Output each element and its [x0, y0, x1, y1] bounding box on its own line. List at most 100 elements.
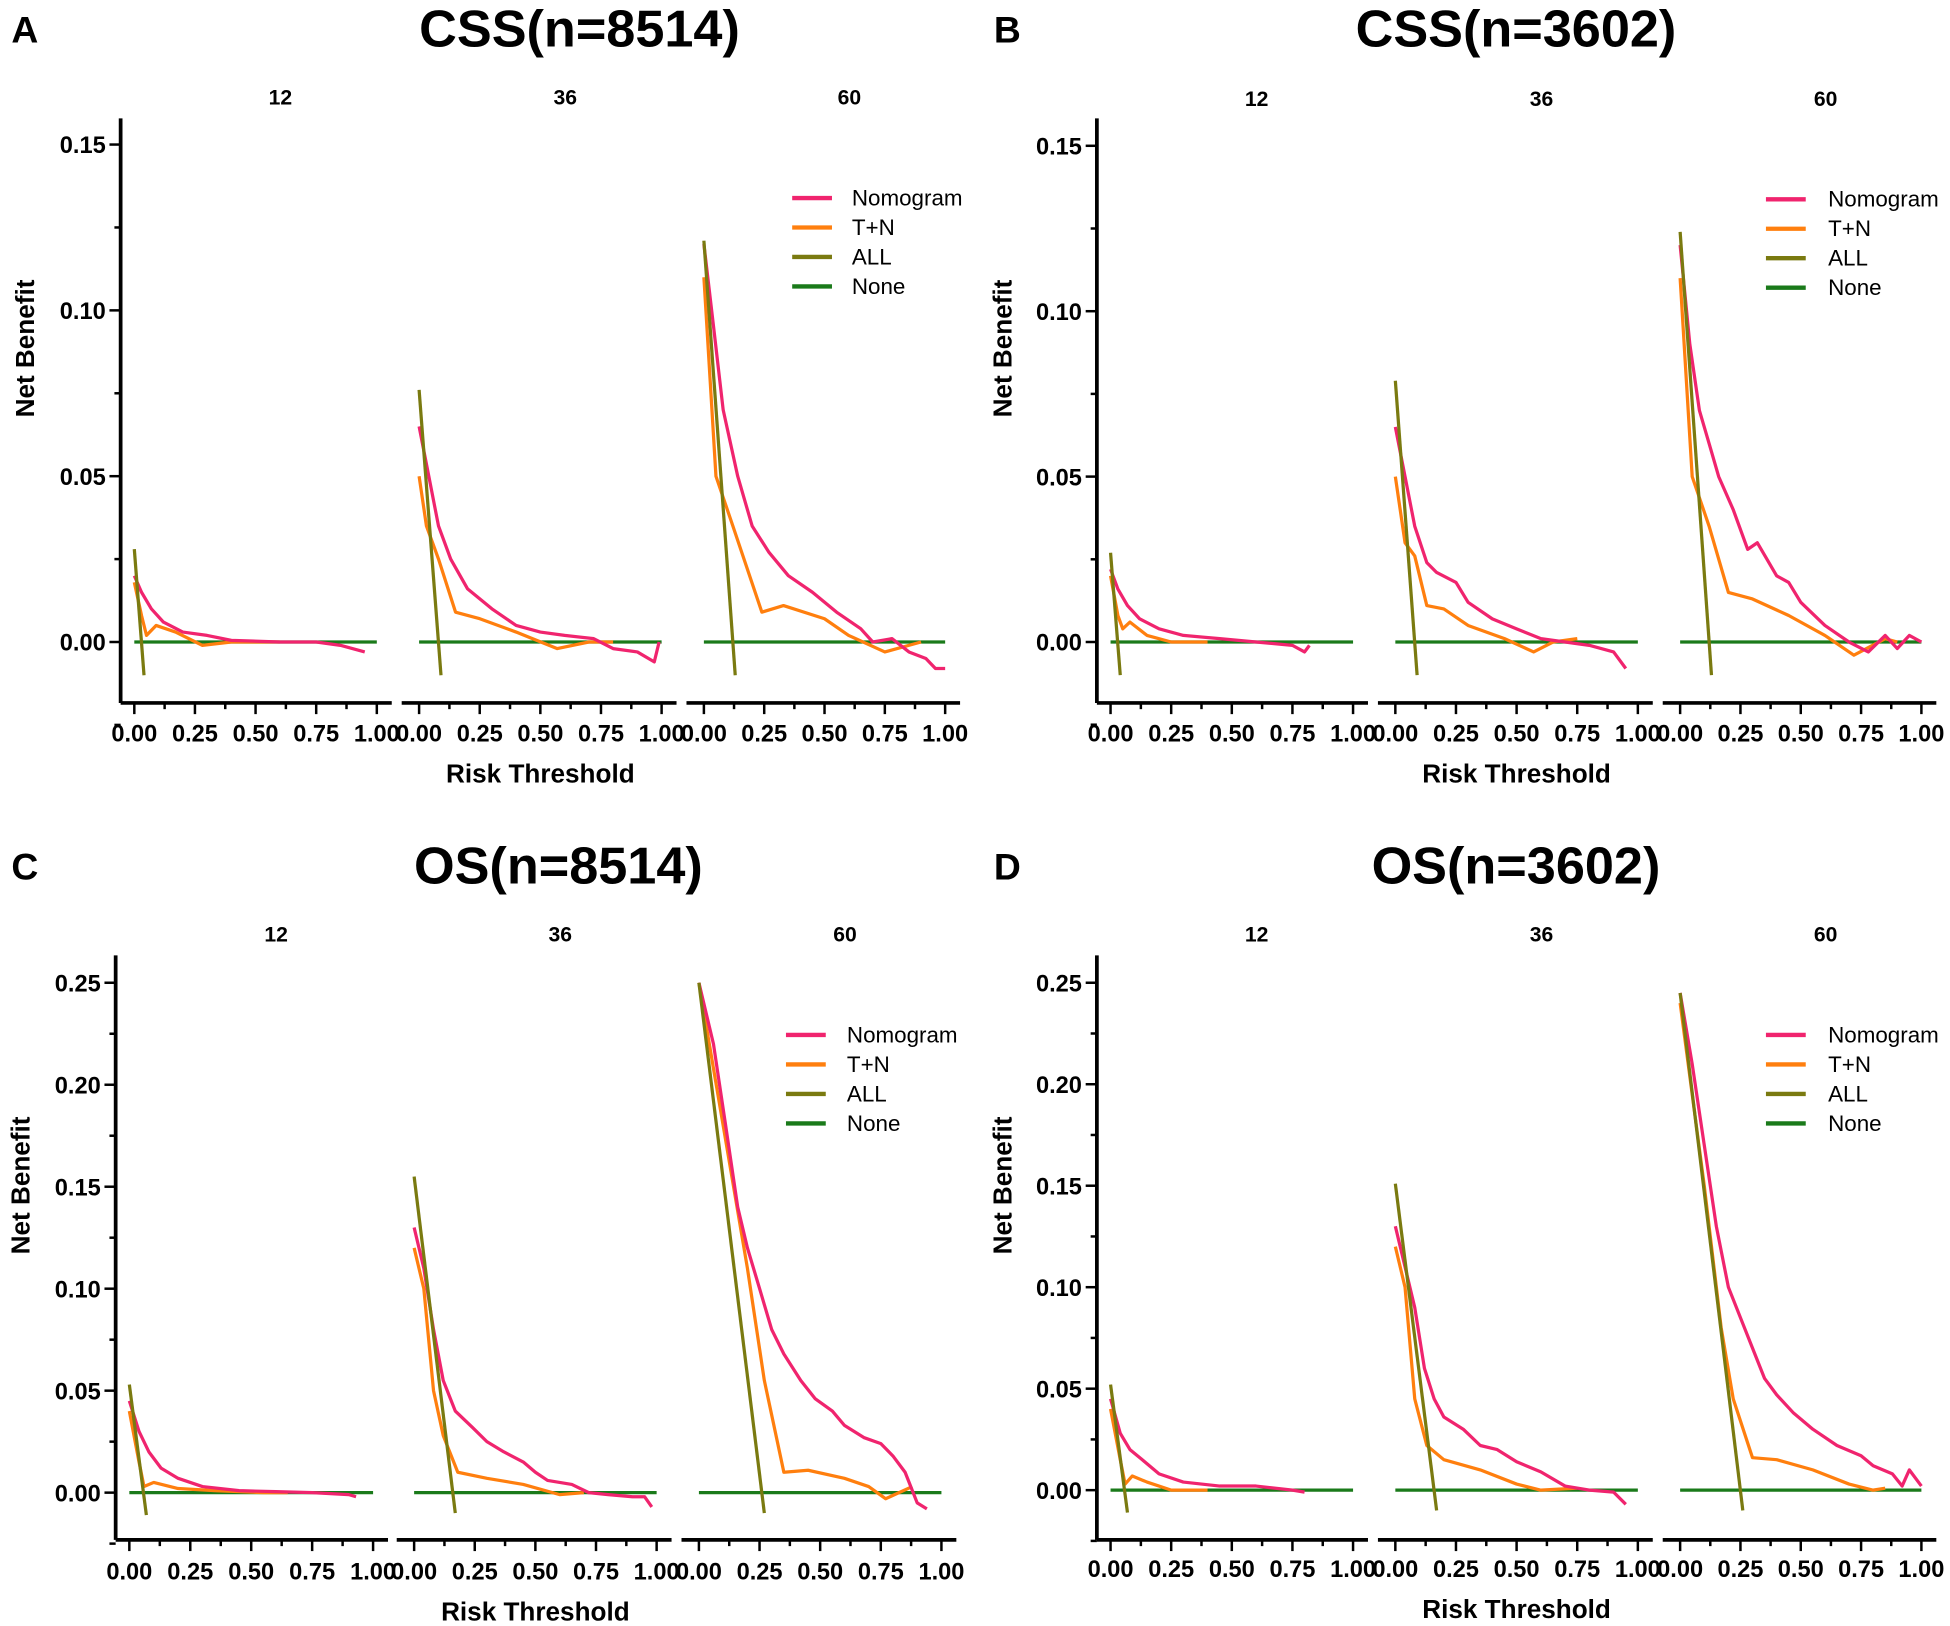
series-all-line: [1678, 992, 1745, 1511]
x-tick-label: 0.25: [737, 1560, 783, 1586]
y-tick-label: 0.05: [1036, 1377, 1082, 1403]
x-tick-label: 0.50: [228, 1560, 274, 1586]
x-axis-label: Risk Threshold: [1422, 759, 1611, 789]
series-t-plus-n-line: [1108, 1408, 1208, 1492]
facet-36: 36 0.00 0.25 0.50 0.75 1.00: [396, 87, 684, 748]
x-tick-label: 0.00: [1372, 1557, 1418, 1583]
x-tick-label: 0.25: [1148, 721, 1194, 747]
y-tick-label: 0.20: [1036, 1073, 1082, 1099]
x-tick-label: 0.75: [578, 721, 624, 747]
series-nomogram-line: [1678, 992, 1923, 1488]
x-tick-label: 0.25: [167, 1560, 213, 1586]
y-tick-label: 0.10: [1036, 300, 1082, 326]
x-tick-label: 0.50: [1778, 721, 1824, 747]
y-tick-label: 0.15: [60, 133, 106, 159]
facet-label: 12: [1245, 88, 1269, 111]
y-tick-label: 0.20: [55, 1073, 101, 1099]
legend-label: None: [852, 274, 906, 299]
series-t-plus-n-line: [132, 581, 280, 647]
x-tick-label: 0.00: [391, 1560, 437, 1586]
x-tick-label: 0.75: [573, 1560, 619, 1586]
series-nomogram-line: [417, 426, 661, 664]
panel-letter: B: [994, 9, 1021, 51]
legend-label: T+N: [847, 1052, 890, 1077]
legend: Nomogram T+N ALL None: [785, 1022, 958, 1136]
x-tick-label: 0.25: [1148, 1557, 1194, 1583]
series-t-plus-n-line: [412, 1247, 585, 1497]
y-tick-label: 0.00: [1036, 1479, 1082, 1505]
series-all-line: [132, 548, 146, 676]
legend-label: T+N: [1828, 216, 1871, 241]
series-nomogram-line: [702, 243, 946, 671]
facet-36: 36 0.00 0.25 0.50 0.75 1.00: [1372, 88, 1660, 747]
panel-d: D OS(n=3602) 0.00 0.05 0.10 0.15 0.20 0.25 Net B…: [988, 837, 1945, 1624]
x-tick-label: 0.00: [111, 721, 157, 747]
series-nomogram-line: [127, 1400, 357, 1499]
x-tick-label: 1.00: [1898, 721, 1944, 747]
series-nomogram-line: [132, 575, 366, 654]
series-nomogram-line: [412, 1227, 654, 1508]
x-tick-label: 0.00: [1088, 1557, 1134, 1583]
y-axis-label: Net Benefit: [10, 279, 40, 417]
facet-12: 12 0.00 0.25 0.50 0.75 1.00: [1088, 88, 1376, 747]
series-nomogram-line: [1678, 244, 1923, 654]
y-tick-label: 0.15: [55, 1175, 101, 1201]
series-nomogram-line: [1109, 568, 1311, 654]
x-axis-label: Risk Threshold: [1422, 1594, 1611, 1624]
y-tick-label: 0.00: [55, 1481, 101, 1507]
x-tick-label: 0.50: [512, 1560, 558, 1586]
series-all-line: [1108, 1384, 1130, 1513]
y-tick-label: 0.00: [1036, 631, 1082, 657]
legend-label: None: [1828, 275, 1882, 300]
series-all-line: [127, 1384, 148, 1516]
series-all-line: [1678, 231, 1714, 676]
x-tick-label: 0.50: [1209, 721, 1255, 747]
facet-60: 60 0.00 0.25 0.50 0.75 1.00: [676, 924, 964, 1586]
panel-letter: A: [11, 9, 38, 51]
series-all-line: [702, 240, 737, 676]
x-tick-label: 0.00: [1088, 721, 1134, 747]
x-tick-label: 0.50: [1494, 721, 1540, 747]
series-nomogram-line: [1393, 426, 1628, 670]
facet-label: 12: [264, 924, 288, 947]
x-tick-label: 1.00: [354, 721, 400, 747]
facet-label: 36: [549, 924, 573, 947]
x-tick-label: 0.75: [862, 721, 908, 747]
series-t-plus-n-line: [417, 475, 614, 651]
facet-label: 36: [553, 87, 577, 110]
y-tick-label: 0.00: [60, 631, 106, 657]
facet-label: 12: [269, 87, 293, 110]
facet-label: 36: [1530, 88, 1554, 111]
series-all-line: [1108, 552, 1122, 676]
x-tick-label: 0.75: [858, 1560, 904, 1586]
facet-12: 12 0.00 0.25 0.50 0.75 1.00: [111, 87, 399, 748]
x-tick-label: 0.50: [797, 1560, 843, 1586]
x-tick-label: 0.25: [1433, 1557, 1479, 1583]
x-tick-label: 0.25: [457, 721, 503, 747]
panel-title: OS(n=8514): [414, 837, 703, 895]
facet-label: 60: [1814, 924, 1838, 947]
legend-label: Nomogram: [852, 185, 963, 210]
x-tick-label: 0.25: [172, 721, 218, 747]
x-tick-label: 0.00: [396, 721, 442, 747]
legend-label: None: [847, 1111, 901, 1136]
x-axis-label: Risk Threshold: [446, 759, 635, 789]
x-tick-label: 1.00: [639, 721, 685, 747]
legend-label: ALL: [1828, 1081, 1868, 1106]
legend-label: ALL: [1828, 246, 1868, 271]
y-axis-label: Net Benefit: [988, 1116, 1018, 1254]
x-tick-label: 0.75: [1554, 721, 1600, 747]
series-t-plus-n-line: [1393, 476, 1578, 654]
x-tick-label: 0.50: [1778, 1557, 1824, 1583]
facet-label: 60: [1814, 88, 1838, 111]
x-tick-label: 1.00: [1898, 1557, 1944, 1583]
series-nomogram-line: [1108, 1398, 1305, 1494]
panel-letter: C: [11, 846, 38, 888]
y-tick-label: 0.15: [1036, 1174, 1082, 1200]
facet-label: 36: [1530, 924, 1554, 947]
series-all-line: [1393, 1183, 1439, 1511]
x-tick-label: 0.75: [1269, 721, 1315, 747]
x-tick-label: 1.00: [922, 721, 968, 747]
y-axis-label: Net Benefit: [5, 1116, 35, 1254]
x-tick-label: 0.00: [1657, 1557, 1703, 1583]
